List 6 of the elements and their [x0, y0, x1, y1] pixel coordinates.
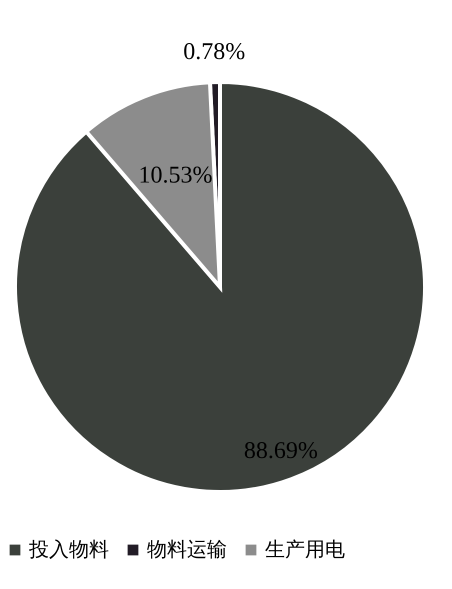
data-label: 0.78% — [183, 39, 246, 66]
data-label: 10.53% — [138, 162, 213, 189]
data-label: 88.69% — [244, 438, 318, 464]
legend-label: 投入物料 — [28, 537, 109, 561]
legend-label: 生产用电 — [265, 537, 345, 561]
legend-label: 物料运输 — [147, 537, 227, 561]
